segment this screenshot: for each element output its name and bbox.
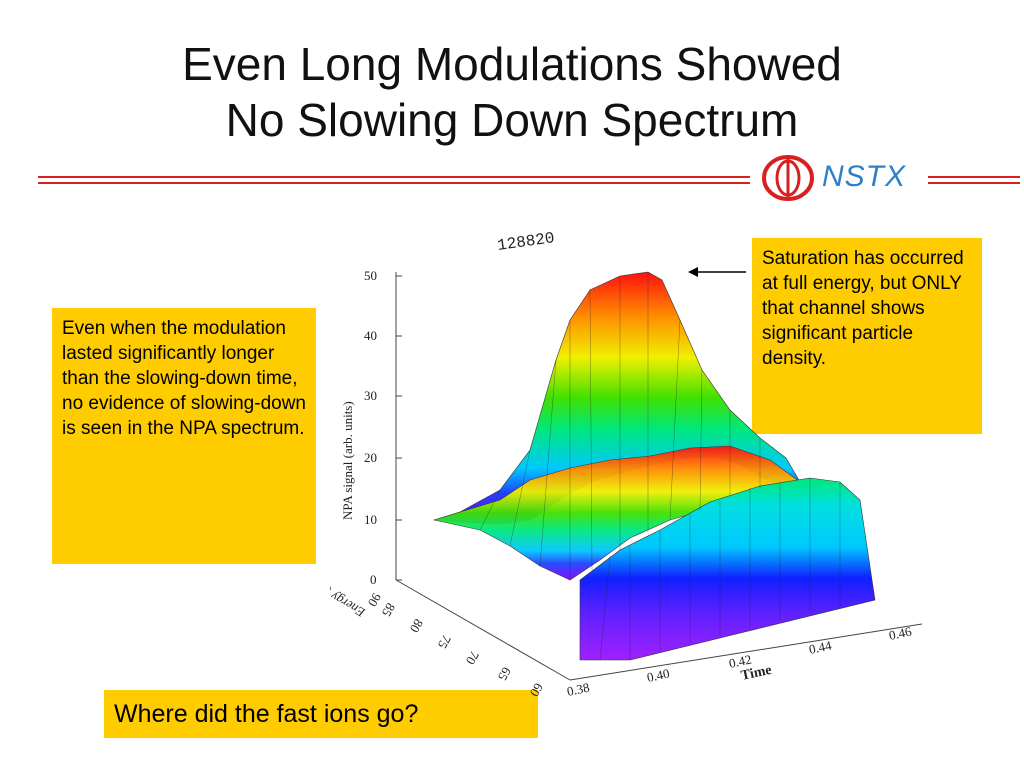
x-tick-0.40: 0.40 [646, 666, 671, 685]
nstx-logo-text: NSTX [822, 160, 907, 193]
y-tick-90: 90 [365, 591, 384, 610]
z-tick-2: 20 [364, 450, 377, 465]
slide-title-line-2: No Slowing Down Spectrum [225, 94, 799, 146]
z-axis-label: NPA signal (arb. units) [340, 401, 355, 520]
y-tick-70: 70 [463, 649, 482, 668]
slide-title-line-1: Even Long Modulations Showed [182, 38, 842, 90]
x-tick-0.44: 0.44 [808, 637, 834, 657]
nstx-logo-icon [762, 155, 814, 201]
slide-title: Even Long Modulations Showed No Slowing … [0, 36, 1024, 148]
z-axis-ticks [396, 275, 402, 581]
y-axis-label: Energy (keV) [330, 573, 368, 621]
surface-mesh [479, 272, 841, 661]
header-rule-right-bottom [928, 182, 1020, 184]
z-tick-5: 50 [364, 268, 377, 283]
saturation-arrow [688, 267, 746, 277]
y-tick-80: 80 [407, 617, 426, 636]
header-rule-right-top [928, 176, 1020, 178]
surface-front-wall [579, 477, 876, 661]
left-note-box: Even when the modulation lasted signific… [52, 308, 316, 564]
y-tick-85: 85 [379, 601, 398, 620]
z-tick-0: 0 [370, 572, 377, 587]
x-axis-label: Time [740, 663, 773, 684]
npa-surface-plot: 0 10 20 30 40 50 NPA signal (arb. units)… [330, 229, 923, 700]
y-tick-65: 65 [495, 665, 514, 684]
y-tick-60: 60 [527, 681, 546, 700]
right-note-box: Saturation has occurred at full energy, … [752, 238, 982, 434]
z-tick-1: 10 [364, 512, 377, 527]
bottom-question-box: Where did the fast ions go? [104, 690, 538, 738]
header-rule-left-bottom [38, 182, 750, 184]
z-tick-4: 40 [364, 328, 377, 343]
y-tick-75: 75 [435, 633, 454, 652]
x-tick-0.38: 0.38 [566, 680, 591, 699]
x-tick-0.42: 0.42 [728, 652, 753, 671]
x-tick-0.46: 0.46 [888, 623, 914, 643]
z-tick-3: 30 [364, 388, 377, 403]
chart-title: 128820 [496, 229, 556, 255]
header-rule-left-top [38, 176, 750, 178]
